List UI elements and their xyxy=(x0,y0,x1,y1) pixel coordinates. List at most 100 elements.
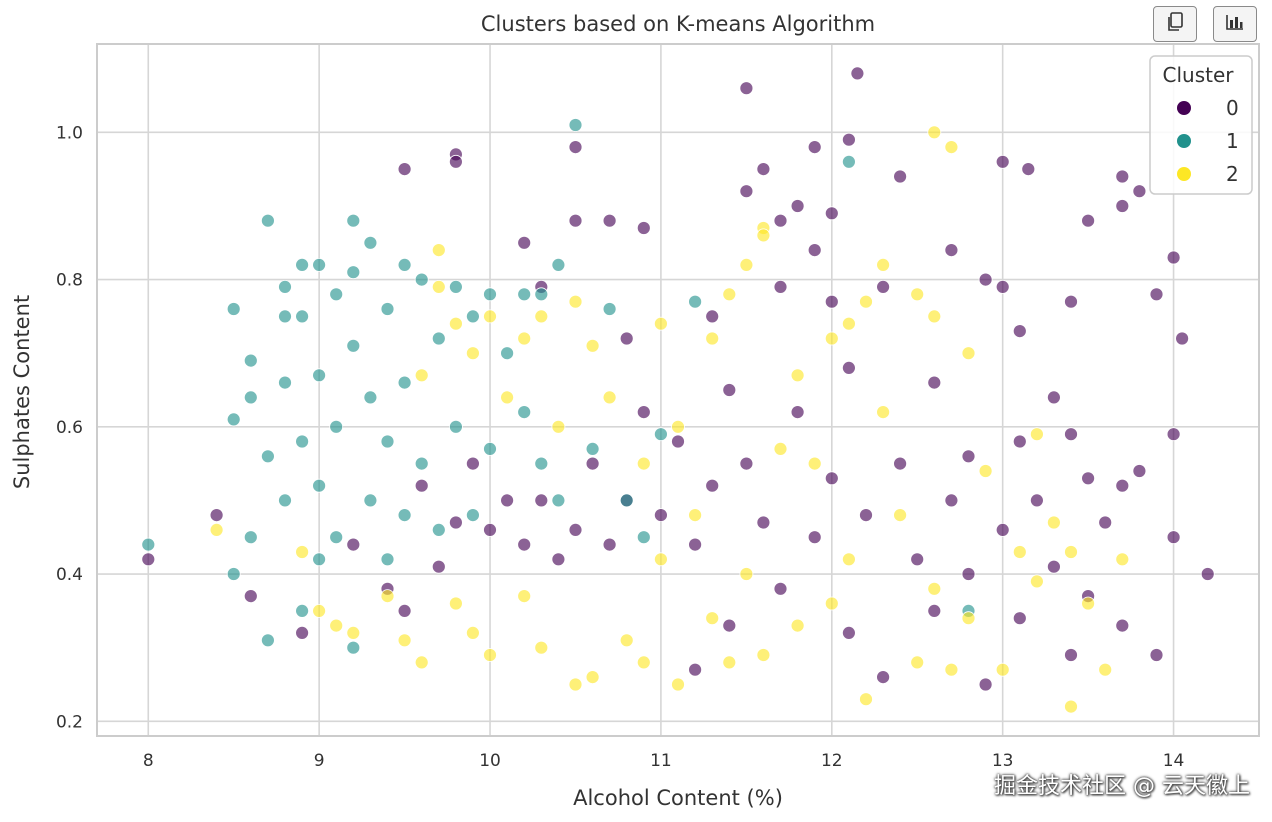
scatter-point-cluster-0 xyxy=(1115,169,1130,184)
scatter-point-cluster-1 xyxy=(278,493,292,508)
scatter-point-cluster-1 xyxy=(842,154,856,169)
scatter-point-cluster-0 xyxy=(790,199,805,213)
x-tick-label: 12 xyxy=(821,751,843,771)
scatter-point-cluster-1 xyxy=(346,338,361,353)
scatter-point-cluster-0 xyxy=(346,537,361,552)
scatter-point-cluster-0 xyxy=(995,279,1010,294)
scatter-point-cluster-1 xyxy=(483,287,497,302)
scatter-point-cluster-1 xyxy=(602,302,617,316)
x-tick-label: 9 xyxy=(314,751,325,771)
scatter-point-cluster-2 xyxy=(414,368,429,383)
scatter-point-cluster-0 xyxy=(1175,331,1189,346)
scatter-point-cluster-1 xyxy=(397,508,412,522)
scatter-point-cluster-0 xyxy=(1132,184,1147,199)
scatter-point-cluster-0 xyxy=(824,294,839,309)
scatter-point-cluster-1 xyxy=(568,118,583,132)
scatter-point-cluster-2 xyxy=(312,604,327,618)
copy-button[interactable] xyxy=(1153,6,1197,42)
scatter-point-cluster-0 xyxy=(141,552,156,567)
scatter-point-cluster-2 xyxy=(585,670,600,684)
scatter-point-cluster-0 xyxy=(722,618,737,633)
scatter-point-cluster-1 xyxy=(619,493,634,508)
scatter-point-cluster-2 xyxy=(1081,596,1095,611)
y-tick-label: 1.0 xyxy=(56,123,83,143)
scatter-point-cluster-0 xyxy=(209,508,224,522)
scatter-point-cluster-2 xyxy=(448,316,463,331)
scatter-point-cluster-0 xyxy=(448,154,463,169)
scatter-point-cluster-2 xyxy=(927,581,942,596)
scatter-point-cluster-2 xyxy=(876,405,890,420)
legend-box xyxy=(1149,55,1253,195)
scatter-point-cluster-2 xyxy=(568,677,583,692)
scatter-point-cluster-1 xyxy=(141,537,156,552)
scatter-point-cluster-1 xyxy=(688,294,702,309)
legend-title: Cluster xyxy=(1163,63,1235,87)
scatter-point-cluster-1 xyxy=(414,272,429,287)
scatter-point-cluster-1 xyxy=(517,287,532,302)
scatter-point-cluster-0 xyxy=(842,132,856,147)
scatter-point-cluster-2 xyxy=(961,611,976,626)
scatter-point-cluster-0 xyxy=(688,662,702,677)
scatter-point-cluster-2 xyxy=(1115,552,1130,567)
scatter-point-cluster-2 xyxy=(465,346,480,361)
scatter-point-cluster-0 xyxy=(927,375,942,390)
chart-view-button[interactable] xyxy=(1213,6,1257,42)
scatter-point-cluster-1 xyxy=(278,279,292,294)
y-axis-label: Sulphates Content xyxy=(10,295,34,489)
scatter-point-cluster-2 xyxy=(824,596,839,611)
scatter-point-cluster-0 xyxy=(671,434,685,449)
scatter-point-cluster-1 xyxy=(278,375,292,390)
scatter-point-cluster-0 xyxy=(1115,199,1130,213)
scatter-point-cluster-2 xyxy=(995,662,1010,677)
scatter-point-cluster-2 xyxy=(859,294,873,309)
scatter-point-cluster-0 xyxy=(243,589,258,603)
scatter-point-cluster-1 xyxy=(465,309,480,324)
scatter-point-cluster-0 xyxy=(1166,250,1181,265)
scatter-point-cluster-0 xyxy=(1064,294,1078,309)
scatter-point-cluster-2 xyxy=(842,316,856,331)
scatter-point-cluster-0 xyxy=(893,169,907,184)
scatter-point-cluster-0 xyxy=(995,154,1010,169)
scatter-point-cluster-1 xyxy=(517,405,532,420)
scatter-point-cluster-0 xyxy=(705,478,720,493)
scatter-point-cluster-0 xyxy=(790,405,805,420)
scatter-point-cluster-1 xyxy=(585,441,600,456)
scatter-point-cluster-2 xyxy=(790,618,805,633)
scatter-point-cluster-1 xyxy=(346,640,361,655)
scatter-point-cluster-2 xyxy=(893,508,907,522)
scatter-point-cluster-1 xyxy=(243,530,258,545)
watermark: 掘金技术社区 @ 云天徽上 xyxy=(994,774,1250,799)
legend-marker-2 xyxy=(1177,167,1191,181)
scatter-point-cluster-2 xyxy=(465,626,480,640)
scatter-point-cluster-2 xyxy=(397,633,412,648)
scatter-point-cluster-1 xyxy=(312,552,327,567)
scatter-point-cluster-2 xyxy=(927,309,942,324)
scatter-point-cluster-0 xyxy=(773,581,788,596)
scatter-point-cluster-2 xyxy=(654,316,668,331)
scatter-point-cluster-0 xyxy=(602,537,617,552)
scatter-point-cluster-1 xyxy=(312,478,327,493)
scatter-point-cluster-0 xyxy=(807,530,822,545)
scatter-point-cluster-0 xyxy=(1115,618,1130,633)
scatter-point-cluster-2 xyxy=(1098,662,1113,677)
scatter-point-cluster-0 xyxy=(927,604,942,618)
scatter-point-cluster-0 xyxy=(1047,559,1061,574)
x-tick-label: 13 xyxy=(992,751,1014,771)
scatter-point-cluster-2 xyxy=(517,589,532,603)
scatter-point-cluster-2 xyxy=(1012,545,1027,559)
scatter-point-cluster-2 xyxy=(636,456,651,471)
scatter-point-cluster-2 xyxy=(500,390,515,405)
y-tick-label: 0.8 xyxy=(56,271,83,291)
scatter-point-cluster-2 xyxy=(739,257,754,272)
scatter-point-cluster-1 xyxy=(465,508,480,522)
scatter-point-cluster-0 xyxy=(995,523,1010,537)
copy-icon xyxy=(1166,12,1184,36)
scatter-point-cluster-0 xyxy=(585,456,600,471)
scatter-point-cluster-1 xyxy=(243,390,258,405)
scatter-point-cluster-2 xyxy=(448,596,463,611)
scatter-point-cluster-2 xyxy=(1030,574,1044,589)
scatter-point-cluster-2 xyxy=(671,677,685,692)
scatter-point-cluster-0 xyxy=(850,66,865,81)
scatter-point-cluster-2 xyxy=(705,611,720,626)
scatter-point-cluster-0 xyxy=(893,456,907,471)
